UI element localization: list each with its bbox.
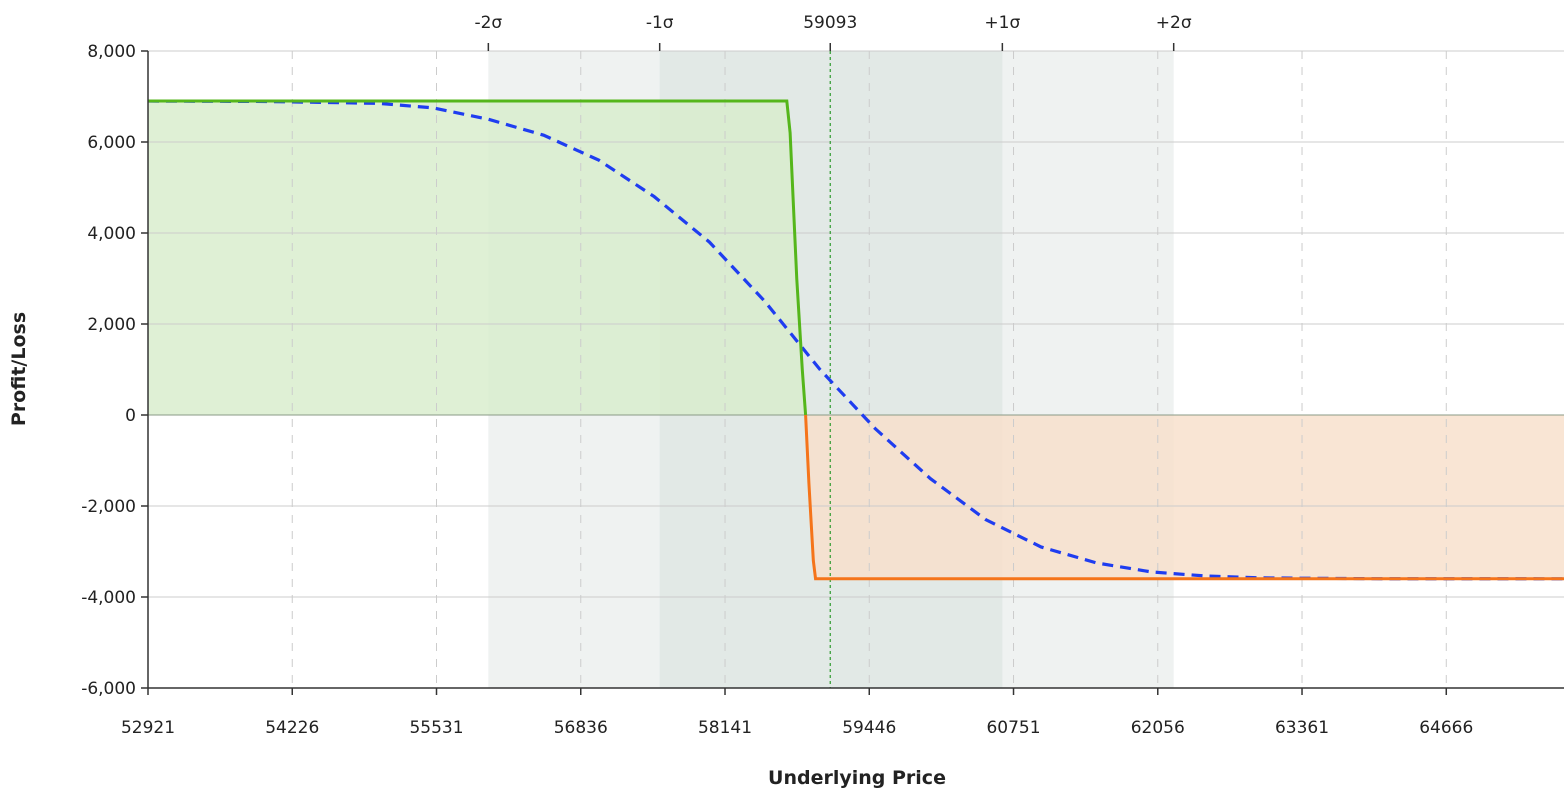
- top-marker-label: -1σ: [646, 13, 674, 33]
- x-axis-title: Underlying Price: [768, 767, 946, 789]
- y-tick-label: -2,000: [81, 497, 136, 517]
- x-tick-label: 64666: [1419, 718, 1473, 738]
- top-marker-label: +1σ: [984, 13, 1020, 33]
- top-marker-label: -2σ: [474, 13, 502, 33]
- top-marker-label: +2σ: [1156, 13, 1192, 33]
- x-tick-label: 54226: [265, 718, 319, 738]
- x-tick-label: 55531: [409, 718, 463, 738]
- x-tick-label: 62056: [1131, 718, 1185, 738]
- profit-line: [148, 99, 808, 416]
- y-tick-label: 2,000: [87, 315, 136, 335]
- x-tick-label: 63361: [1275, 718, 1329, 738]
- y-tick-label: -6,000: [81, 679, 136, 699]
- y-tick-label: 8,000: [87, 42, 136, 62]
- x-tick-label: 59446: [842, 718, 896, 738]
- loss-area: [805, 415, 1564, 579]
- top-marker-label: 59093: [803, 13, 857, 33]
- x-tick-label: 56836: [554, 718, 608, 738]
- profit-area: [148, 101, 806, 416]
- loss-line: [804, 414, 1564, 581]
- x-tick-label: 58141: [698, 718, 752, 738]
- y-tick-label: -4,000: [81, 588, 136, 608]
- y-tick-label: 0: [125, 406, 136, 426]
- y-tick-label: 4,000: [87, 224, 136, 244]
- area-fills: [148, 101, 1564, 579]
- x-tick-label: 60751: [986, 718, 1040, 738]
- x-tick-label: 52921: [121, 718, 175, 738]
- dashed-series-line: [147, 99, 1564, 581]
- tick-labels: 8,000 6,000 4,000 2,000 0 -2,000 -4,000 -6,000 5…: [81, 13, 1473, 738]
- series-lines: [147, 99, 1564, 581]
- y-tick-label: 6,000: [87, 133, 136, 153]
- axes: [141, 43, 1564, 695]
- y-axis-title: Profit/Loss: [8, 312, 30, 426]
